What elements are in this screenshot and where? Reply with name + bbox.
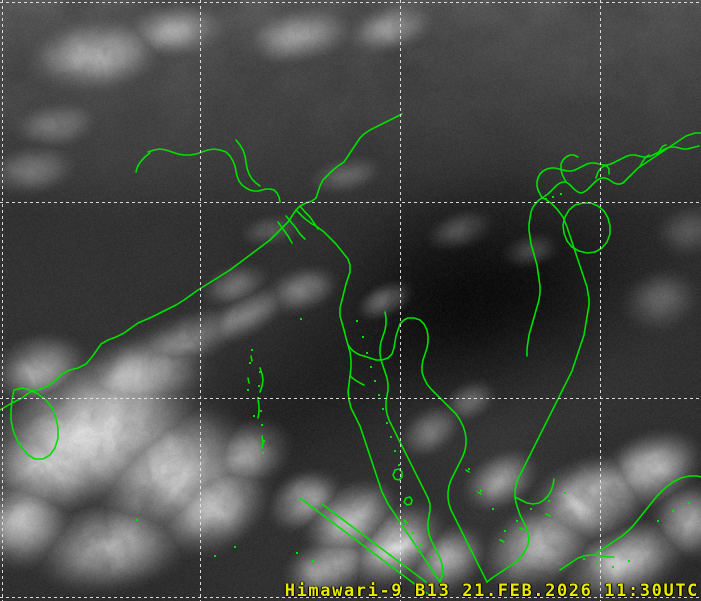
timestamp-caption: Himawari-9 B13 21.FEB.2026 11:30UTC xyxy=(284,581,699,601)
